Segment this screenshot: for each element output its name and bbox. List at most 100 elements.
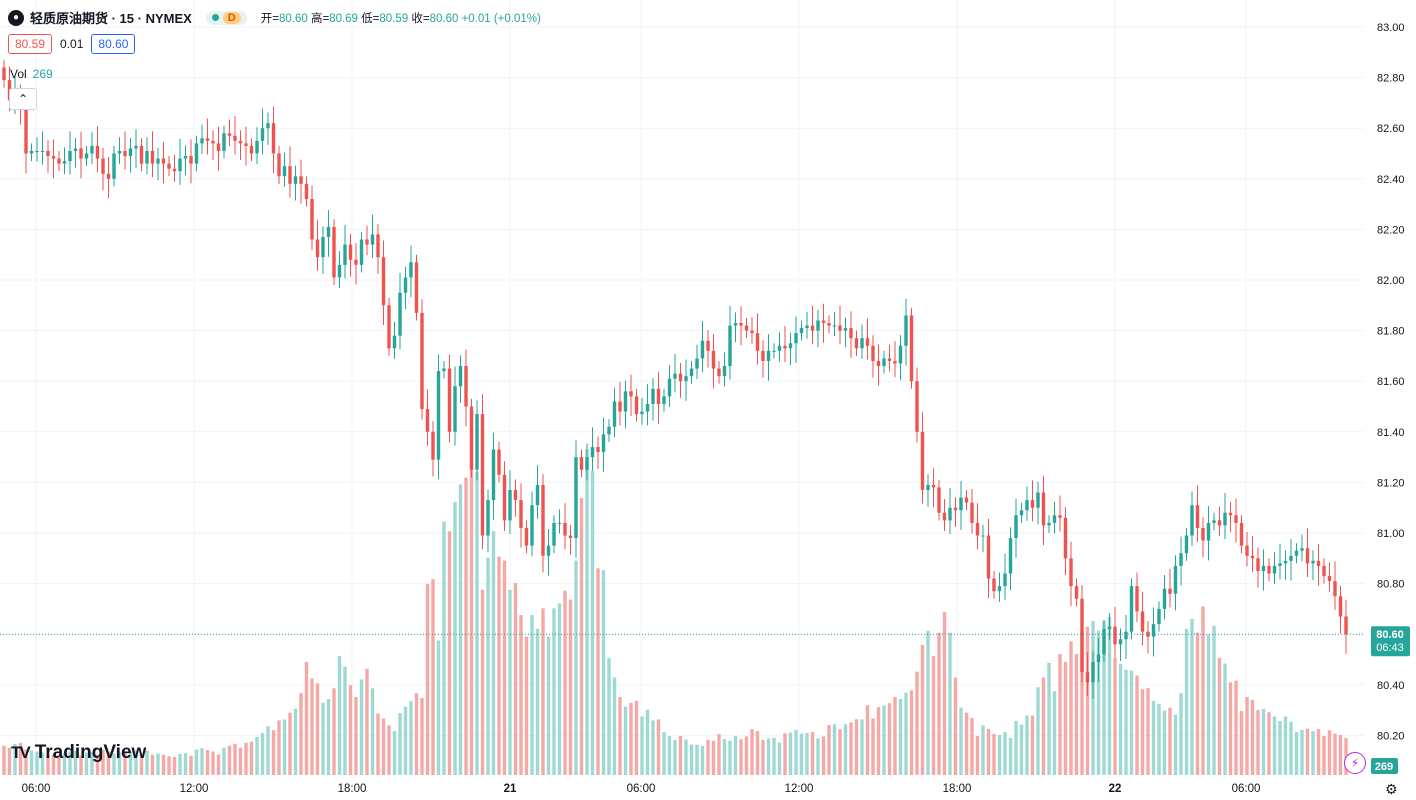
volume-bar: [139, 754, 144, 775]
volume-bar: [1102, 619, 1106, 775]
volume-bar: [376, 713, 380, 775]
volume-bar: [68, 751, 72, 775]
candle-body: [117, 150, 122, 154]
volume-bar: [2, 745, 6, 775]
volume-bar: [579, 498, 584, 775]
volume-bar: [117, 752, 122, 775]
candle-body: [970, 502, 974, 523]
lightning-icon[interactable]: ⚡: [1344, 752, 1366, 774]
volume-bar: [887, 703, 892, 775]
candle-body: [392, 335, 397, 349]
candle-body: [310, 199, 314, 240]
volume-bar: [293, 708, 298, 775]
candle-body: [90, 145, 94, 154]
bid-button[interactable]: 80.59: [8, 34, 53, 54]
candle-body: [535, 484, 540, 506]
volume-bar: [249, 741, 254, 775]
candle-body: [1135, 586, 1139, 612]
volume-legend[interactable]: Vol 269: [10, 67, 53, 81]
candle-body: [398, 292, 402, 336]
volume-bar: [898, 698, 903, 775]
candle-body: [612, 401, 617, 427]
candle-body: [711, 350, 716, 369]
volume-bar: [1008, 737, 1013, 775]
volume-bar: [1179, 693, 1183, 775]
candle-body: [607, 426, 611, 435]
candle-body: [860, 338, 864, 349]
volume-bar: [728, 740, 732, 775]
candle-body: [178, 158, 182, 172]
volume-bar: [590, 470, 595, 775]
candle-body: [1278, 563, 1282, 566]
volume-bar: [970, 718, 974, 775]
candle-body: [805, 325, 809, 329]
candle-body: [717, 368, 721, 377]
candle-body: [266, 123, 270, 129]
volume-bar: [618, 697, 622, 775]
candle-body: [700, 340, 705, 359]
volume-bar: [706, 739, 710, 775]
volume-bar: [777, 742, 782, 775]
volume-bar: [557, 603, 562, 775]
candle-body: [431, 431, 435, 460]
volume-bar: [810, 732, 815, 775]
ask-button[interactable]: 80.60: [91, 34, 136, 54]
candle-body: [35, 150, 39, 152]
volume-bar: [1223, 663, 1227, 775]
volume-bar: [1069, 641, 1073, 775]
volume-bar: [601, 570, 606, 775]
time-tick-label: 21: [504, 783, 517, 795]
volume-bar: [183, 753, 188, 775]
candle-body: [381, 257, 386, 306]
volume-bar: [931, 656, 936, 775]
volume-bar: [299, 693, 303, 775]
volume-bar: [689, 744, 694, 775]
candle-body: [744, 325, 749, 331]
symbol-legend: ● 轻质原油期货 · 15 · NYMEX D 开=80.60 高=80.69 …: [8, 8, 541, 27]
candle-body: [436, 371, 441, 460]
volume-bar: [1157, 703, 1161, 775]
volume-bar: [84, 752, 89, 775]
volume-bar: [1107, 617, 1112, 775]
candle-body: [887, 358, 892, 361]
open-value: 80.60: [278, 12, 308, 25]
candle-body: [640, 411, 644, 415]
volume-bar: [62, 753, 67, 775]
volume-bar: [200, 748, 204, 775]
symbol-title[interactable]: 轻质原油期货 · 15 · NYMEX: [30, 11, 192, 26]
low-label: 低=: [361, 12, 380, 25]
candle-body: [1184, 535, 1189, 554]
volume-bar: [101, 749, 105, 775]
candle-body: [1272, 565, 1277, 574]
candle-body: [1300, 548, 1304, 551]
candle-body: [1316, 560, 1321, 566]
price-tick-label: 80.20: [1377, 730, 1405, 742]
volume-bar: [1305, 728, 1310, 775]
market-status-badge[interactable]: D: [205, 10, 247, 25]
volume-bar: [673, 739, 677, 775]
volume-bar: [244, 742, 248, 775]
price-tick-label: 83.00: [1377, 22, 1405, 34]
time-tick-label: 18:00: [943, 783, 972, 795]
volume-bar: [904, 692, 908, 775]
candle-body: [843, 328, 848, 331]
volume-marker-text: 269: [1375, 761, 1393, 773]
tradingview-logo[interactable]: TV TradingView: [11, 742, 146, 764]
delayed-badge: D: [222, 11, 241, 24]
volume-bar: [1234, 680, 1238, 775]
volume-bar: [849, 722, 853, 775]
volume-bar: [843, 724, 848, 775]
candle-body: [227, 133, 232, 136]
candle-body: [1195, 505, 1200, 528]
chevron-up-icon[interactable]: ⌃: [9, 88, 37, 110]
candle-body: [739, 323, 743, 326]
volume-bar: [475, 471, 479, 775]
volume-bar: [1333, 733, 1337, 775]
candle-body: [1063, 517, 1068, 559]
volume-bar: [266, 726, 270, 775]
volume-bar: [1294, 732, 1299, 775]
time-axis: 06:00 12:00 18:00 21 06:00 12:00 18:00 22 06:00: [22, 783, 1261, 795]
gear-icon[interactable]: ⚙: [1385, 781, 1398, 797]
volume-bar: [596, 568, 600, 775]
